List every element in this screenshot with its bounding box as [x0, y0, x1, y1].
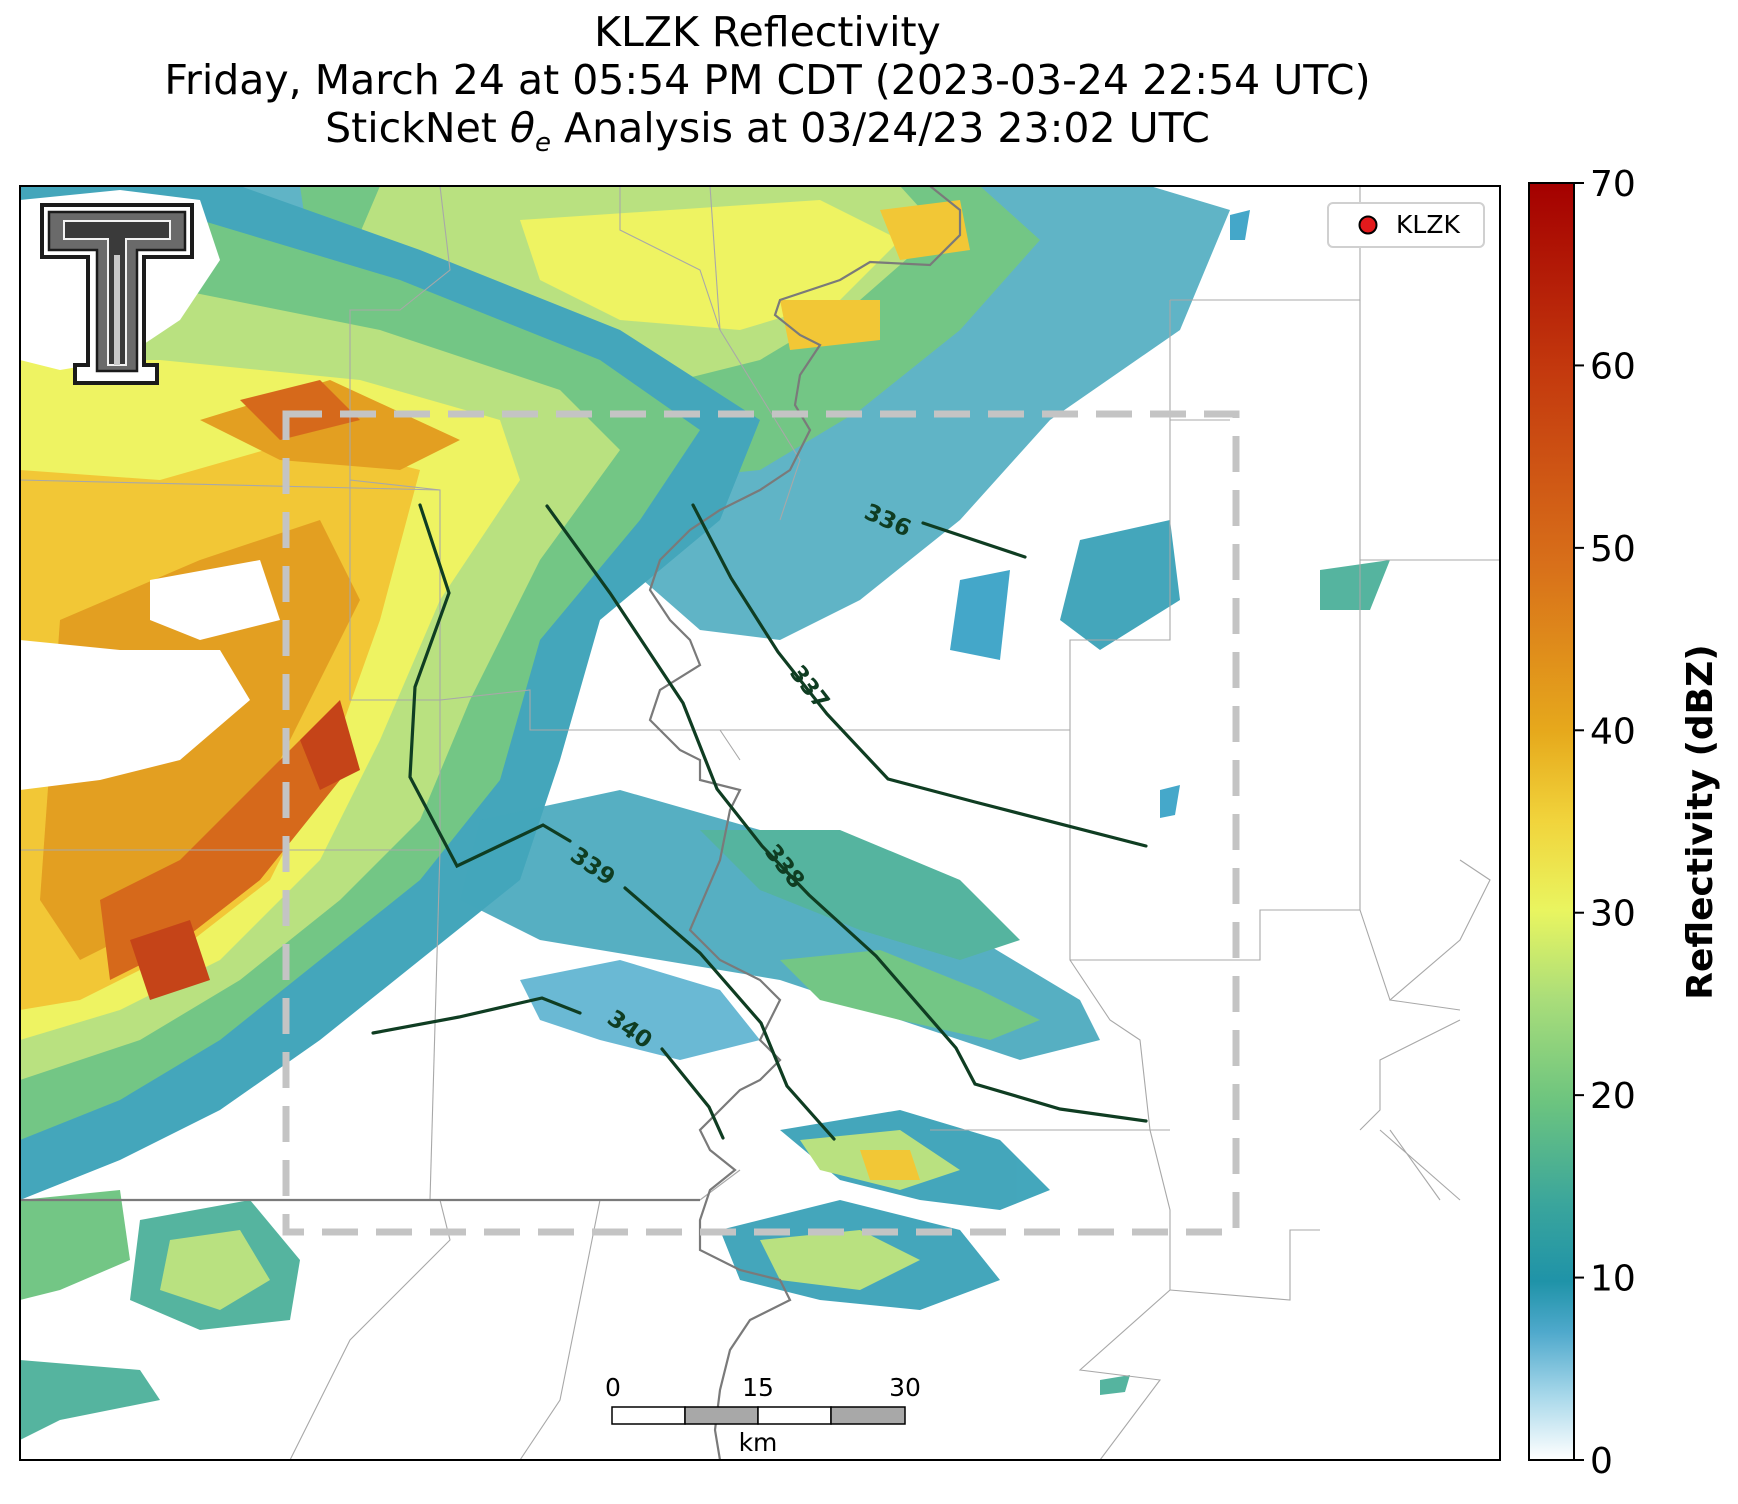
texas-tech-logo — [40, 203, 194, 385]
colorbar-tick-label: 70 — [1590, 164, 1636, 205]
radar-site-marker-icon — [1358, 215, 1378, 235]
theta-e-contours — [371, 503, 1148, 1141]
contour-337 — [691, 503, 1148, 848]
scale-bar: 0 15 30 km — [605, 1373, 921, 1457]
legend: KLZK — [1327, 202, 1485, 248]
scale-tick-15: 15 — [742, 1373, 774, 1402]
title-line-3: StickNet θe Analysis at 03/24/23 23:02 U… — [325, 104, 1210, 159]
figure-title: KLZK Reflectivity Friday, March 24 at 05… — [0, 8, 1535, 167]
map-area: 336 337 338 339 340 — [20, 186, 1500, 1460]
state-boundary — [20, 186, 962, 1460]
colorbar-gradient — [1528, 182, 1575, 1461]
title-line-1: KLZK Reflectivity — [594, 8, 941, 56]
legend-label: KLZK — [1396, 210, 1460, 239]
scale-unit: km — [739, 1428, 778, 1457]
colorbar-tick-label: 0 — [1590, 1441, 1613, 1482]
colorbar-label: Reflectivity (dBZ) — [1680, 644, 1721, 999]
colorbar-tick-label: 50 — [1590, 529, 1636, 570]
analysis-domain-box — [282, 410, 1240, 1236]
colorbar-tick-label: 60 — [1590, 346, 1636, 387]
colorbar-tick-label: 10 — [1590, 1259, 1636, 1300]
contour-338 — [545, 504, 1148, 1123]
colorbar-tick-label: 40 — [1590, 711, 1636, 752]
contour-339 — [408, 503, 836, 1141]
colorbar-tick-label: 20 — [1590, 1076, 1636, 1117]
map-frame — [19, 185, 1501, 1461]
contour-336 — [921, 521, 1027, 559]
colorbar-tick-label: 30 — [1590, 894, 1636, 935]
scale-tick-30: 30 — [889, 1373, 921, 1402]
colorbar: 0 10 20 30 40 50 60 70 Reflectivity (dBZ) — [1528, 164, 1721, 1482]
reflectivity-field — [20, 186, 1390, 1440]
title-line-2: Friday, March 24 at 05:54 PM CDT (2023-0… — [164, 56, 1371, 104]
scale-tick-0: 0 — [605, 1373, 621, 1402]
contour-340 — [371, 996, 725, 1140]
